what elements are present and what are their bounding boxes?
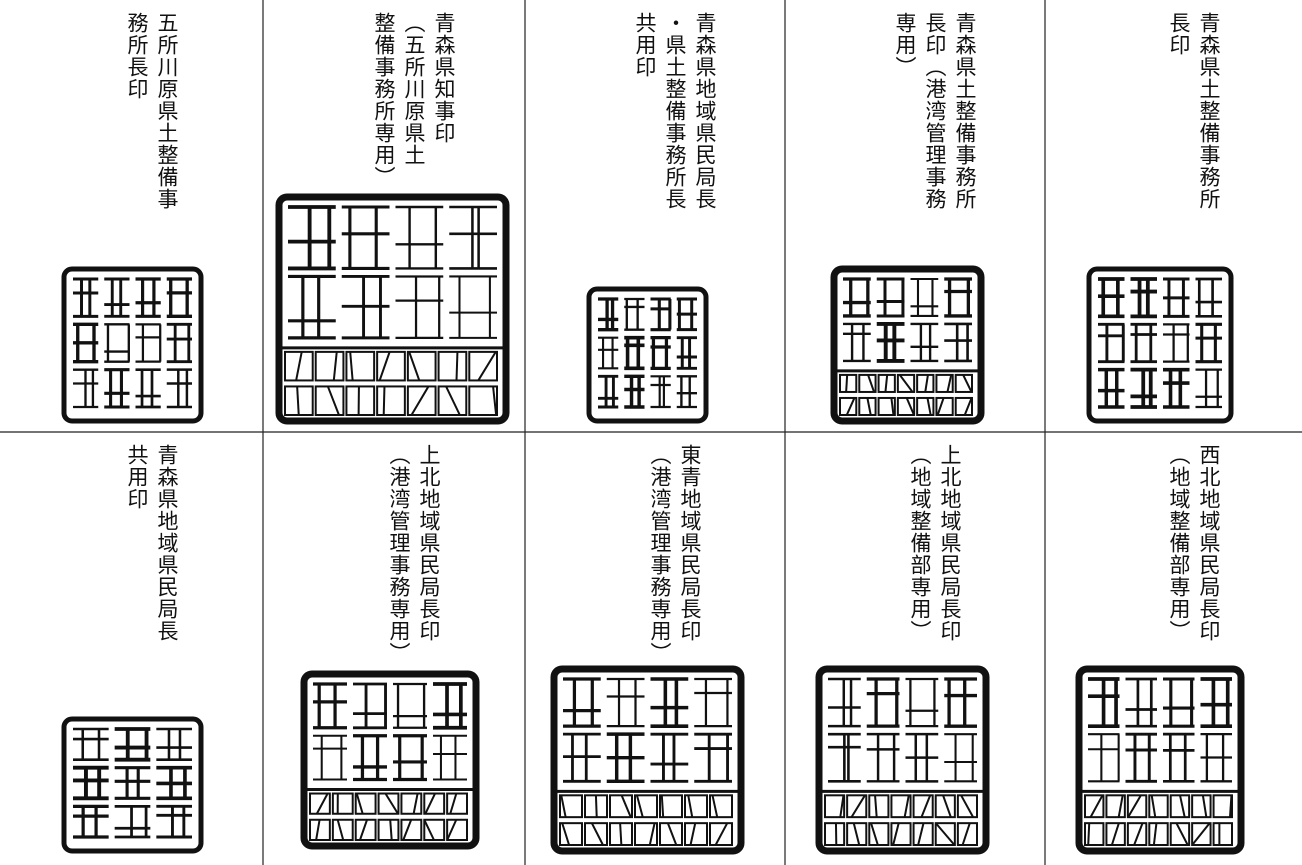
seal-impression [61, 716, 204, 854]
seal-cell: 青森県土整備事務所 長印 [1045, 0, 1302, 432]
caption-line: 長印（港湾管理事務 [923, 12, 947, 210]
seal-cell: 青森県地域県民局長 ・県土整備事務所長 共用印 [525, 0, 785, 432]
caption-line: 五所川原県土整備事 [155, 12, 179, 210]
caption-line: 上北地域県民局長印 [417, 444, 441, 642]
seal-impression [275, 193, 510, 425]
caption-line: （港湾管理事務専用） [387, 444, 411, 664]
seal-impression [815, 665, 990, 855]
seal-cell: 東青地域県民局長印 （港湾管理事務専用） [525, 432, 785, 865]
caption-line: （地域整備部専用） [1167, 444, 1191, 642]
seal-impression [550, 665, 745, 855]
seal-cell: 青森県土整備事務所 長印（港湾管理事務 専用） [785, 0, 1045, 432]
caption-line: 共用印 [633, 12, 657, 78]
seal-impression [586, 286, 709, 424]
seal-caption: 青森県地域県民局長 共用印 [122, 444, 182, 642]
seal-caption: 青森県土整備事務所 長印 [1164, 12, 1224, 210]
caption-line: 整備事務所専用） [372, 12, 396, 188]
caption-line: 共用印 [125, 444, 149, 510]
seal-impression [61, 266, 204, 424]
seal-caption: 五所川原県土整備事 務所長印 [122, 12, 182, 210]
seal-caption: 上北地域県民局長印 （港湾管理事務専用） [384, 444, 444, 664]
seal-caption: 西北地域県民局長印 （地域整備部専用） [1164, 444, 1224, 642]
caption-line: 務所長印 [125, 12, 149, 100]
caption-line: ・県土整備事務所長 [663, 12, 687, 210]
caption-line: （地域整備部専用） [908, 444, 932, 642]
caption-line: 専用） [893, 12, 917, 78]
seal-cell: 青森県地域県民局長 共用印 [0, 432, 263, 865]
seal-cell: 西北地域県民局長印 （地域整備部専用） [1045, 432, 1302, 865]
seal-caption: 青森県知事印 （五所川原県土 整備事務所専用） [369, 12, 459, 188]
caption-line: 上北地域県民局長印 [938, 444, 962, 642]
seal-cell: 五所川原県土整備事 務所長印 [0, 0, 263, 432]
seal-impression [830, 265, 985, 425]
seal-cell: 青森県知事印 （五所川原県土 整備事務所専用） [263, 0, 525, 432]
caption-line: 青森県土整備事務所 [1197, 12, 1221, 210]
seal-caption: 上北地域県民局長印 （地域整備部専用） [905, 444, 965, 642]
caption-line: （五所川原県土 [402, 12, 426, 166]
caption-line: 青森県地域県民局長 [155, 444, 179, 642]
caption-line: 青森県地域県民局長 [693, 12, 717, 210]
seal-cell: 上北地域県民局長印 （地域整備部専用） [785, 432, 1045, 865]
seal-caption: 東青地域県民局長印 （港湾管理事務専用） [645, 444, 705, 664]
seal-impression [300, 670, 480, 850]
caption-line: 西北地域県民局長印 [1197, 444, 1221, 642]
seal-impression [1086, 266, 1234, 424]
caption-line: 長印 [1167, 12, 1191, 56]
caption-line: 東青地域県民局長印 [678, 444, 702, 642]
seal-impression [1075, 665, 1245, 855]
seal-cell: 上北地域県民局長印 （港湾管理事務専用） [263, 432, 525, 865]
seal-caption: 青森県土整備事務所 長印（港湾管理事務 専用） [890, 12, 980, 210]
caption-line: （港湾管理事務専用） [648, 444, 672, 664]
caption-line: 青森県土整備事務所 [953, 12, 977, 210]
seal-caption: 青森県地域県民局長 ・県土整備事務所長 共用印 [630, 12, 720, 210]
caption-line: 青森県知事印 [432, 12, 456, 144]
